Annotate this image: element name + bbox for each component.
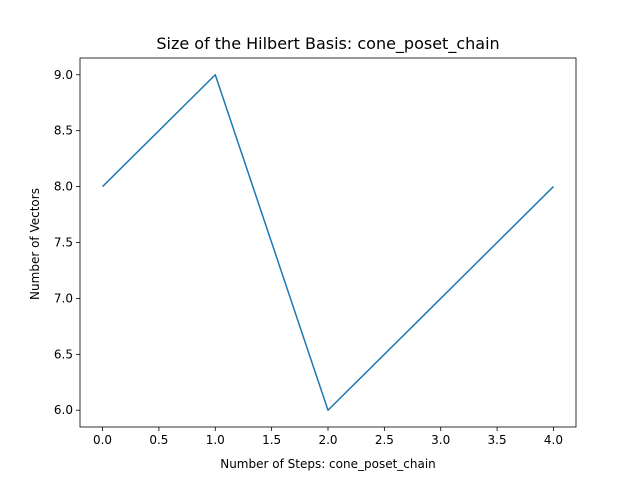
y-tick-label: 7.5: [54, 236, 73, 250]
x-tick-label: 1.0: [206, 433, 225, 447]
x-tick-label: 2.0: [318, 433, 337, 447]
y-tick-label: 6.5: [54, 347, 73, 361]
x-tick-label: 0.0: [93, 433, 112, 447]
y-tick-label: 7.0: [54, 291, 73, 305]
y-axis-label: Number of Vectors: [28, 188, 42, 300]
plot-area: 0.0 0.5 1.0 1.5 2.0 2.5 3.0 3.5 4.0 6.0 6.5 7.0 7.5 8…: [54, 57, 577, 447]
series-line: [102, 74, 554, 411]
x-tick-label: 0.5: [149, 433, 168, 447]
x-tick-label: 4.0: [544, 433, 563, 447]
y-tick-label: 6.0: [54, 403, 73, 417]
chart-title: Size of the Hilbert Basis: cone_poset_ch…: [156, 34, 499, 54]
x-tick-label: 2.5: [375, 433, 394, 447]
x-tick-label: 3.5: [488, 433, 507, 447]
x-tick-label: 3.0: [431, 433, 450, 447]
y-tick-label: 8.0: [54, 180, 73, 194]
y-tick-label: 8.5: [54, 124, 73, 138]
axes-frame: [79, 57, 577, 428]
x-tick-label: 1.5: [262, 433, 281, 447]
y-tick-label: 9.0: [54, 68, 73, 82]
x-axis-label: Number of Steps: cone_poset_chain: [220, 457, 436, 471]
